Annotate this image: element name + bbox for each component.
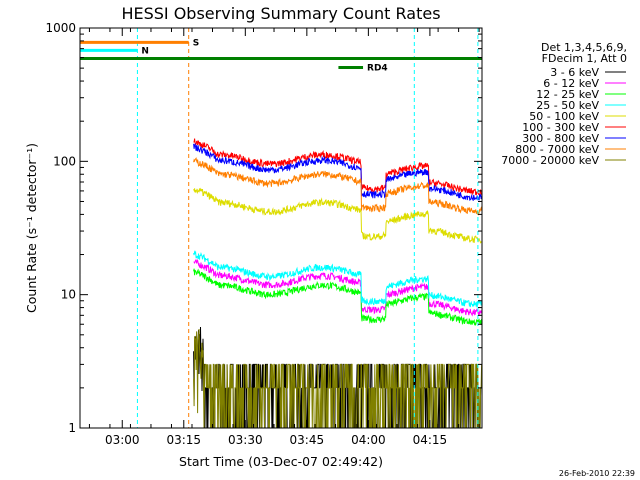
legend-header-line-1: Det 1,3,4,5,6,9, [541, 41, 627, 54]
x-tick-label: 04:00 [351, 433, 386, 447]
series-line-8 [193, 157, 482, 216]
legend-header-line-2: FDecim 1, Att 0 [542, 52, 627, 65]
series-line-9 [193, 328, 482, 428]
legend-label-3: 12 - 25 keV [536, 88, 599, 101]
x-tick-label: 03:15 [166, 433, 201, 447]
flag-label-rd0: RD0 [486, 55, 507, 65]
series-line-3 [193, 268, 482, 327]
y-tick-label: 100 [53, 154, 76, 168]
legend-label-4: 25 - 50 keV [536, 99, 599, 112]
x-tick-label: 03:45 [290, 433, 325, 447]
plot-frame [79, 27, 483, 429]
flag-label-n: N [141, 46, 149, 56]
y-tick-label: 10 [61, 288, 76, 302]
legend-label-9: 7000 - 20000 keV [501, 154, 599, 167]
legend-label-5: 50 - 100 keV [529, 110, 599, 123]
x-tick-label: 04:15 [413, 433, 448, 447]
chart-title: HESSI Observing Summary Count Rates [121, 4, 440, 23]
footer-timestamp: 26-Feb-2010 22:39 [559, 469, 635, 478]
x-axis-label: Start Time (03-Dec-07 02:49:42) [179, 454, 383, 469]
legend-label-6: 100 - 300 keV [522, 121, 599, 134]
legend-label-1: 3 - 6 keV [550, 66, 599, 79]
legend: Det 1,3,4,5,6,9,FDecim 1, Att 03 - 6 keV… [501, 41, 627, 167]
x-tick-label: 03:00 [105, 433, 140, 447]
legend-label-7: 300 - 800 keV [522, 132, 599, 145]
series-line-6 [193, 138, 482, 196]
series-line-7 [193, 142, 482, 201]
flag-label-rd4: RD4 [367, 64, 388, 74]
flag-layer: S N RD0 RD4 [80, 28, 507, 428]
y-axis-label: Count Rate (s⁻¹ detector⁻¹) [24, 143, 39, 313]
x-tick-label: 03:30 [228, 433, 263, 447]
series-layer [193, 138, 482, 428]
flag-label-s: S [193, 38, 199, 48]
y-tick-label: 1 [68, 421, 76, 435]
series-line-4 [193, 250, 482, 308]
legend-label-8: 800 - 7000 keV [515, 143, 599, 156]
y-tick-label: 1000 [45, 21, 76, 35]
legend-label-2: 6 - 12 keV [543, 77, 599, 90]
series-line-5 [193, 187, 482, 244]
series-line-2 [193, 258, 482, 317]
axis-layer: 1 10 100 1000 03:00 03:15 03:30 03:45 04:00 04:15 [45, 21, 482, 447]
